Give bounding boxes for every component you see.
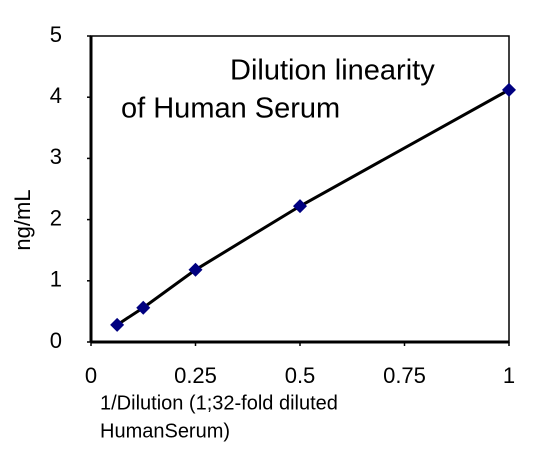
x-tick-label: 0.5 <box>285 363 316 388</box>
chart-title: Dilution linearity <box>230 55 435 87</box>
x-tick-label: 1 <box>503 363 515 388</box>
data-point <box>136 300 151 315</box>
data-line <box>116 88 510 327</box>
x-tick-label: 0 <box>85 363 97 388</box>
x-axis-label: HumanSerum) <box>100 420 230 442</box>
y-axis-label: ng/mL <box>10 189 35 250</box>
x-tick-label: 0.25 <box>174 363 217 388</box>
chart-title: of Human Serum <box>121 93 340 125</box>
x-tick-label: 0.75 <box>383 363 426 388</box>
y-tick-label: 1 <box>50 267 62 292</box>
y-tick-label: 5 <box>50 22 62 47</box>
y-tick-label: 3 <box>50 144 62 169</box>
y-tick-label: 2 <box>50 205 62 230</box>
data-point <box>110 317 125 332</box>
y-tick-label: 0 <box>50 328 62 353</box>
data-point <box>502 82 516 97</box>
y-tick-label: 4 <box>50 83 62 108</box>
x-axis-label: 1/Dilution (1;32-fold diluted <box>100 392 338 414</box>
data-point <box>293 199 307 214</box>
data-point <box>188 262 203 277</box>
